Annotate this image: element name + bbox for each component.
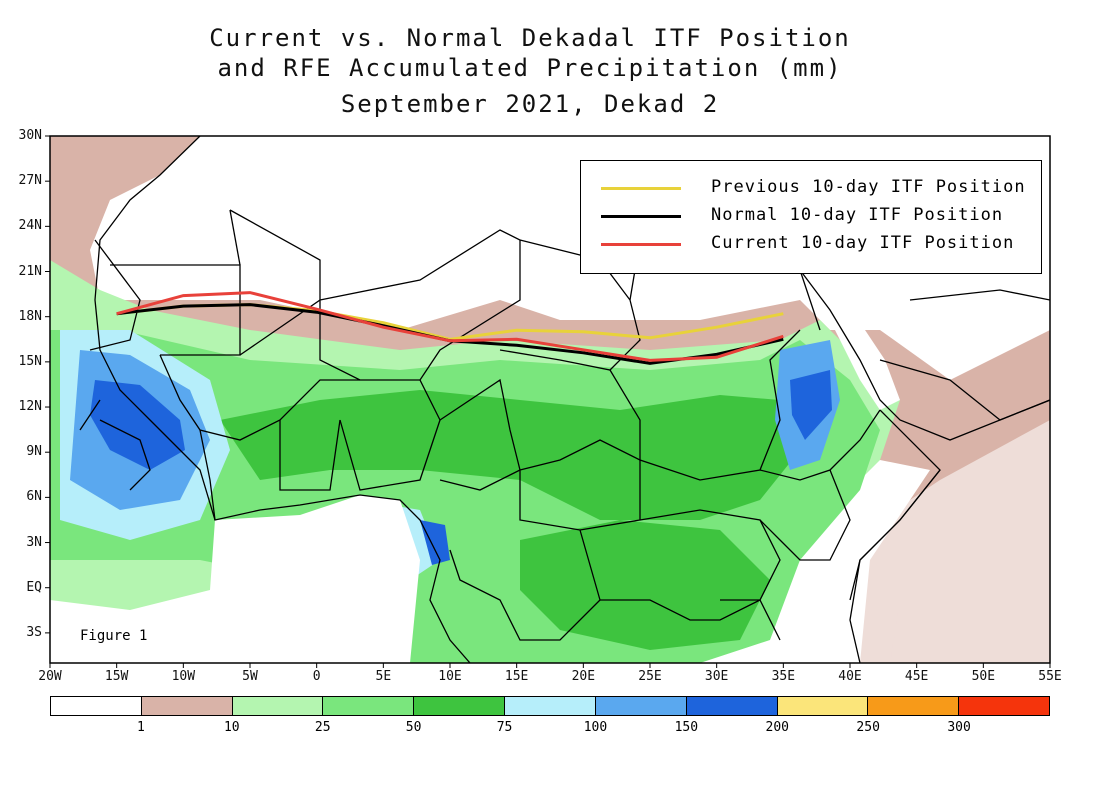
map-title-line-1: Current vs. Normal Dekadal ITF Position [209,24,851,52]
colorbar-label: 1 [136,720,145,735]
legend-label-normal: Normal 10-day ITF Position [711,205,1004,225]
colorbar-label: 300 [947,720,971,735]
legend-swatch-previous [601,187,681,190]
lon-tick-label: 0 [312,669,321,684]
lon-tick-label: 20E [571,669,596,684]
precip-zone-150-200mm-gulf [420,520,450,565]
colorbar-bin [232,697,324,715]
colorbar-bin [686,697,778,715]
lat-tick-label: 24N [18,218,42,234]
legend-label-current: Current 10-day ITF Position [711,233,1015,253]
lon-tick-label: 35E [771,669,796,684]
map-frame [49,135,1051,664]
coastline [94,136,1050,663]
colorbar-bin [777,697,869,715]
legend-swatch-normal [601,215,681,218]
lon-tick-label: 25E [638,669,662,684]
colorbar-label: 150 [674,720,699,735]
colorbar-bin [505,697,596,715]
figure-label: Figure 1 [80,628,148,644]
lon-tick-label: 15E [504,669,529,684]
colorbar-label: 10 [223,720,240,735]
lat-tick-label: 9N [26,444,42,460]
lon-tick-label: 50E [971,669,996,684]
legend-entry-previous: Previous 10-day ITF Position [581,175,1041,201]
colorbar-bin [51,697,142,715]
precip-zone-150-200mm [90,380,185,470]
itf-legend: Previous 10-day ITF Position Normal 10-d… [580,160,1042,274]
colorbar-bin [868,697,960,715]
lat-tick-label: 30N [18,128,42,143]
colorbar-bin [323,697,415,715]
precip-zone-150-200mm-ethiopia [790,370,832,440]
precipitation-colorbar [50,696,1050,716]
lon-tick-label: 30E [704,669,729,684]
itf-current-line [116,291,784,362]
lat-tick-label: 6N [26,489,42,505]
lat-tick-label: EQ [26,579,42,595]
lon-tick-label: 20W [38,669,62,684]
map-title-line-2: and RFE Accumulated Precipitation (mm) [217,54,843,82]
colorbar-label: 200 [765,720,789,735]
colorbar-bin [414,697,506,715]
colorbar-label: 250 [856,720,880,735]
lon-tick-label: 40E [838,669,862,684]
lat-tick-label: 3N [26,534,42,550]
lon-tick-label: 10E [438,669,462,684]
map-subtitle-period: September 2021, Dekad 2 [340,90,720,118]
lon-tick-label: 15W [104,669,129,684]
colorbar-bin [141,697,233,715]
colorbar-label: 25 [314,720,331,735]
lon-tick-label: 55E [1038,669,1062,684]
ocean-indian [850,420,1050,663]
lat-tick-label: 15N [18,353,42,369]
colorbar-label: 75 [496,720,513,735]
ocean-gulf-of-guinea [50,495,420,663]
colorbar-bin [595,697,687,715]
colorbar-label: 50 [405,720,422,735]
legend-entry-normal: Normal 10-day ITF Position [581,203,1041,229]
lat-tick-label: 12N [18,399,42,415]
legend-label-previous: Previous 10-day ITF Position [711,177,1026,197]
lon-tick-label: 5E [375,669,392,684]
colorbar-bin [959,697,1049,715]
legend-swatch-current [601,243,681,246]
axis-tick-marks [45,135,1051,668]
lon-tick-label: 5W [242,669,258,684]
colorbar-label: 100 [583,720,608,735]
legend-entry-current: Current 10-day ITF Position [581,231,1041,257]
lat-tick-label: 27N [18,173,42,189]
precip-zone-50-75mm [220,390,800,520]
lon-tick-label: 10W [171,669,196,684]
lon-tick-label: 45E [904,669,929,684]
ocean-red-sea [820,290,900,410]
lat-tick-label: 21N [18,263,42,279]
lat-tick-label: 3S [26,624,42,640]
lat-tick-label: 18N [18,308,42,324]
